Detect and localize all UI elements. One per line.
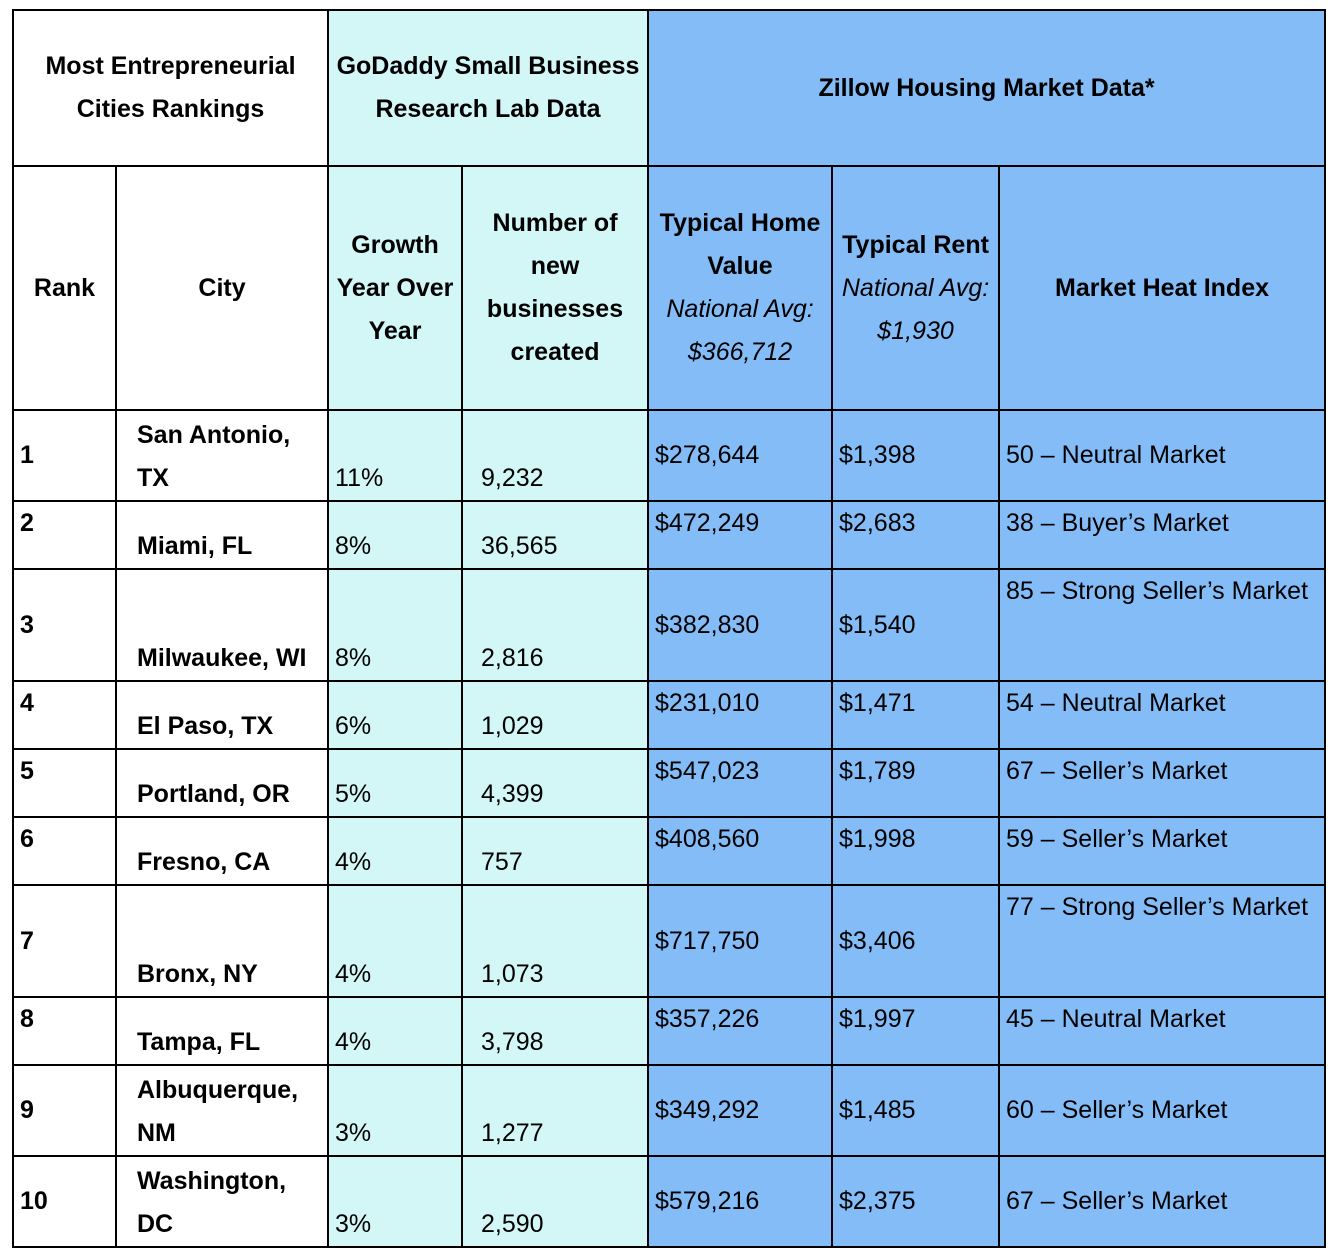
rank-cell: 10 bbox=[12, 1155, 117, 1248]
city-cell: Tampa, FL bbox=[114, 996, 330, 1066]
city-cell: Albuquerque, NM bbox=[114, 1064, 330, 1157]
col-header-growth: Growth Year Over Year bbox=[327, 165, 464, 411]
home-value-national-avg: National Avg: $366,712 bbox=[666, 295, 814, 366]
group-header-rankings: Most Entrepreneurial Cities Rankings bbox=[11, 9, 330, 167]
market-heat-cell: 59 – Seller’s Market bbox=[998, 816, 1327, 886]
rent-cell: $3,406 bbox=[831, 884, 1001, 998]
table-row: 7 Bronx, NY 4% 1,073 $717,750 $3,406 77 – Stro… bbox=[12, 884, 1327, 998]
rank-cell: 5 bbox=[12, 748, 117, 818]
city-cell: Milwaukee, WI bbox=[114, 568, 330, 682]
city-cell: San Antonio, TX bbox=[114, 409, 330, 502]
growth-cell: 3% bbox=[327, 1064, 464, 1157]
new-businesses-cell: 1,073 bbox=[461, 884, 650, 998]
rank-cell: 1 bbox=[12, 409, 117, 502]
rent-cell: $1,789 bbox=[831, 748, 1001, 818]
table-row: 6 Fresno, CA 4% 757 $408,560 $1,998 59 – Selle… bbox=[12, 816, 1327, 886]
rent-cell: $1,398 bbox=[831, 409, 1001, 502]
market-heat-cell: 67 – Seller’s Market bbox=[998, 748, 1327, 818]
growth-cell: 8% bbox=[327, 568, 464, 682]
rent-national-avg: National Avg: $1,930 bbox=[841, 273, 990, 345]
city-cell: Portland, OR bbox=[114, 748, 330, 818]
table-row: 9 Albuquerque, NM 3% 1,277 $349,292 $1,485 60 … bbox=[12, 1064, 1327, 1157]
home-value-cell: $349,292 bbox=[647, 1064, 834, 1157]
rank-cell: 3 bbox=[12, 568, 117, 682]
growth-cell: 3% bbox=[327, 1155, 464, 1248]
market-heat-cell: 77 – Strong Seller’s Market bbox=[998, 884, 1327, 998]
home-value-cell: $547,023 bbox=[647, 748, 834, 818]
new-businesses-cell: 1,029 bbox=[461, 680, 650, 750]
home-value-cell: $357,226 bbox=[647, 996, 834, 1066]
rent-cell: $1,997 bbox=[831, 996, 1001, 1066]
growth-cell: 8% bbox=[327, 500, 464, 570]
table-row: 5 Portland, OR 5% 4,399 $547,023 $1,789 67 – S… bbox=[12, 748, 1327, 818]
market-heat-cell: 38 – Buyer’s Market bbox=[998, 500, 1327, 570]
rent-cell: $1,998 bbox=[831, 816, 1001, 886]
city-cell: Washington, DC bbox=[114, 1155, 330, 1248]
rank-cell: 8 bbox=[12, 996, 117, 1066]
new-businesses-cell: 4,399 bbox=[461, 748, 650, 818]
growth-cell: 11% bbox=[327, 409, 464, 502]
col-header-city: City bbox=[114, 165, 330, 411]
market-heat-cell: 45 – Neutral Market bbox=[998, 996, 1327, 1066]
home-value-cell: $382,830 bbox=[647, 568, 834, 682]
col-header-heat: Market Heat Index bbox=[998, 165, 1327, 411]
col-header-rent: Typical Rent National Avg: $1,930 bbox=[831, 165, 1001, 411]
rank-cell: 4 bbox=[12, 680, 117, 750]
growth-cell: 4% bbox=[327, 816, 464, 886]
table-row: 2 Miami, FL 8% 36,565 $472,249 $2,683 38 – Buy… bbox=[12, 500, 1327, 570]
market-heat-cell: 50 – Neutral Market bbox=[998, 409, 1327, 502]
rent-cell: $1,540 bbox=[831, 568, 1001, 682]
growth-cell: 4% bbox=[327, 996, 464, 1066]
col-header-new-businesses: Number of new businesses created bbox=[461, 165, 650, 411]
city-cell: Bronx, NY bbox=[114, 884, 330, 998]
growth-cell: 4% bbox=[327, 884, 464, 998]
city-cell: El Paso, TX bbox=[114, 680, 330, 750]
growth-cell: 6% bbox=[327, 680, 464, 750]
col-header-rank: Rank bbox=[12, 165, 117, 411]
home-value-cell: $717,750 bbox=[647, 884, 834, 998]
rent-cell: $2,683 bbox=[831, 500, 1001, 570]
group-header-zillow: Zillow Housing Market Data* bbox=[647, 9, 1327, 167]
rent-cell: $1,471 bbox=[831, 680, 1001, 750]
market-heat-cell: 60 – Seller’s Market bbox=[998, 1064, 1327, 1157]
table-row: 3 Milwaukee, WI 8% 2,816 $382,830 $1,540 85 – … bbox=[12, 568, 1327, 682]
new-businesses-cell: 2,816 bbox=[461, 568, 650, 682]
market-heat-cell: 54 – Neutral Market bbox=[998, 680, 1327, 750]
table-row: 8 Tampa, FL 4% 3,798 $357,226 $1,997 45 – Neut… bbox=[12, 996, 1327, 1066]
new-businesses-cell: 3,798 bbox=[461, 996, 650, 1066]
rent-cell: $1,485 bbox=[831, 1064, 1001, 1157]
home-value-cell: $579,216 bbox=[647, 1155, 834, 1248]
new-businesses-cell: 1,277 bbox=[461, 1064, 650, 1157]
city-cell: Miami, FL bbox=[114, 500, 330, 570]
home-value-label: Typical Home Value bbox=[659, 209, 821, 280]
new-businesses-cell: 36,565 bbox=[461, 500, 650, 570]
home-value-cell: $408,560 bbox=[647, 816, 834, 886]
table-row: 10 Washington, DC 3% 2,590 $579,216 $2,375 67 … bbox=[12, 1155, 1327, 1248]
rank-cell: 9 bbox=[12, 1064, 117, 1157]
market-heat-cell: 85 – Strong Seller’s Market bbox=[998, 568, 1327, 682]
home-value-cell: $472,249 bbox=[647, 500, 834, 570]
rent-cell: $2,375 bbox=[831, 1155, 1001, 1248]
new-businesses-cell: 757 bbox=[461, 816, 650, 886]
group-header-godaddy: GoDaddy Small Business Research Lab Data bbox=[327, 9, 650, 167]
new-businesses-cell: 9,232 bbox=[461, 409, 650, 502]
home-value-cell: $231,010 bbox=[647, 680, 834, 750]
growth-cell: 5% bbox=[327, 748, 464, 818]
city-cell: Fresno, CA bbox=[114, 816, 330, 886]
rank-cell: 6 bbox=[12, 816, 117, 886]
table-row: 1 San Antonio, TX 11% 9,232 $278,644 $1,398 50… bbox=[12, 409, 1327, 502]
table-row: 4 El Paso, TX 6% 1,029 $231,010 $1,471 54 – Ne… bbox=[12, 680, 1327, 750]
new-businesses-cell: 2,590 bbox=[461, 1155, 650, 1248]
market-heat-cell: 67 – Seller’s Market bbox=[998, 1155, 1327, 1248]
rank-cell: 7 bbox=[12, 884, 117, 998]
rank-cell: 2 bbox=[12, 500, 117, 570]
cities-table: Most Entrepreneurial Cities Rankings GoD… bbox=[11, 9, 1327, 1248]
col-header-home-value: Typical Home Value National Avg: $366,71… bbox=[647, 165, 834, 411]
rent-label: Typical Rent bbox=[842, 230, 989, 259]
home-value-cell: $278,644 bbox=[647, 409, 834, 502]
